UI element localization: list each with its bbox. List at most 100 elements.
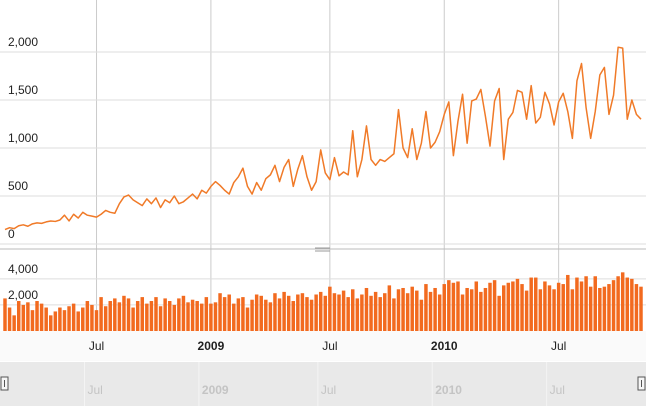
volume-bar [236,298,241,331]
volume-bar [94,310,99,331]
x-tick-label: 2010 [431,339,458,353]
volume-bar [437,294,442,331]
volume-bar [566,274,570,331]
volume-bar [232,303,236,331]
volume-bar [35,301,39,331]
volume-bar [300,293,305,331]
navigator-label: 2010 [435,383,462,397]
volume-bar [556,282,561,331]
volume-bar [364,287,369,331]
volume-bar [30,310,35,331]
volume-bar [16,301,21,331]
navigator[interactable] [0,362,646,406]
volume-bar [538,289,543,331]
volume-bar [21,304,26,331]
volume-bar [62,310,67,331]
volume-bar [158,306,163,331]
volume-bar [250,299,254,331]
volume-bar [71,303,76,331]
volume-bar [241,297,245,331]
volume-bar [410,286,414,331]
volume-bar [337,294,341,331]
volume-bar [387,285,392,331]
volume-bar [332,293,337,331]
volume-bar [305,297,309,331]
volume-bar [447,280,451,331]
volume-bar [163,298,167,331]
volume-bar [200,303,204,331]
volume-bar [81,307,85,331]
volume-bar [26,302,30,331]
volume-bar [474,281,479,331]
y-tick-label: 0 [8,227,15,241]
volume-bar [314,294,318,331]
navigator-left-handle[interactable] [0,376,9,391]
volume-bar [323,295,328,331]
volume-bar [483,287,488,331]
volume-bar [117,302,122,331]
volume-bar [469,289,474,331]
navigator-right-handle[interactable] [637,376,646,391]
volume-bar [195,301,199,331]
navigator-label: Jul [550,383,565,397]
navigator-label: 2009 [202,383,229,397]
volume-bar [355,298,360,331]
volume-bar [227,294,231,331]
volume-bar [145,303,149,331]
volume-bar [396,289,401,331]
volume-bar [99,297,103,331]
volume-bar [122,295,126,331]
volume-bar [126,298,131,331]
volume-bar [520,284,524,331]
volume-bar [607,284,611,331]
volume-bar [552,289,556,331]
volume-bar [167,301,172,331]
volume-bar [90,304,94,331]
y-tick-label: 1,000 [8,131,38,145]
volume-bar [479,291,483,331]
resize-handle[interactable] [315,247,330,252]
y-tick-label: 4,000 [8,262,38,276]
volume-bar [639,286,643,331]
volume-bar [360,294,364,331]
navigator-labels: Jul 2009 Jul 2010 Jul [84,362,565,406]
volume-bar [451,282,456,331]
volume-bar [598,287,602,331]
volume-bar [392,298,396,331]
volume-bar [190,299,195,331]
volume-bar [456,281,460,331]
volume-bar [373,291,378,331]
volume-bar [131,307,135,331]
volume-bar [85,301,90,331]
volume-bar [245,307,250,331]
volume-bar [506,282,511,331]
volume-bar [76,311,80,331]
volume-bar [222,297,227,331]
volume-bar [424,284,428,331]
volume-bar [172,304,177,331]
volume-bar [534,277,538,331]
volume-bar [209,303,213,331]
labels: Jul 2009 Jul 2010 Jul 0 500 1,000 1,500 2,000 2,00… [8,35,566,353]
x-tick-label: Jul [551,339,566,353]
volume-bar [154,297,158,331]
x-tick-label: Jul [322,339,337,353]
volume-bar [561,284,565,331]
y-tick-label: 500 [8,179,28,193]
volume-bar [181,295,186,331]
volume-bar [254,294,259,331]
volume-bar [341,290,346,331]
volume-bar [383,293,387,331]
volume-bar [213,302,218,331]
volume-bar [346,297,350,331]
volume-bar [575,277,579,331]
volume-bar [378,297,382,331]
volume-bar [318,291,323,331]
volume-bar [286,295,291,331]
volume-bar [630,278,634,331]
marks [3,46,643,331]
volume-bar [511,281,515,331]
volume-bar [602,286,607,331]
volume-bar [67,306,71,331]
volume-bar [351,289,355,331]
